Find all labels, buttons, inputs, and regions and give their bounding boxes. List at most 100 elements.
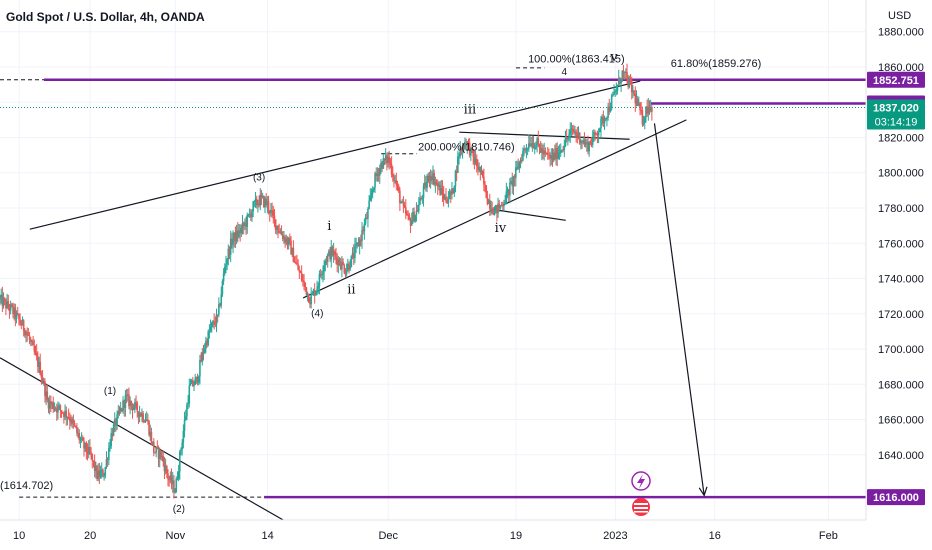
wave-annotations: 100.00%(1863.415)4 61.80%(1859.276) 200.00…: [0, 50, 761, 515]
candle-body: [13, 307, 15, 314]
candle-body: [96, 466, 98, 479]
candle-body: [638, 103, 640, 106]
candle-body: [125, 395, 128, 397]
candle-body: [294, 262, 297, 264]
candle-body: [458, 156, 460, 158]
candle-body: [71, 419, 73, 424]
annotation-label: 100.00%(1863.415): [528, 54, 625, 66]
candle-body: [251, 211, 253, 218]
candle-body: [619, 78, 621, 84]
candle-body: [395, 180, 398, 185]
candle-body: [160, 450, 162, 458]
candle-body: [266, 201, 269, 206]
candle-body: [156, 447, 159, 449]
candle-body: [208, 331, 211, 333]
candle-body: [529, 143, 531, 147]
candle-body: [569, 130, 572, 135]
chart-title: Gold Spot / U.S. Dollar, 4h, OANDA: [6, 10, 205, 24]
annotation-label: (3): [253, 173, 265, 184]
candle-body: [52, 402, 55, 409]
candle-body: [500, 205, 503, 207]
candle-body: [272, 210, 275, 216]
annotation-label: (4): [311, 308, 323, 319]
candle-body: [315, 291, 317, 296]
candle-body: [313, 290, 316, 296]
candle-body: [212, 321, 214, 323]
candle-body: [74, 425, 77, 428]
candle-body: [232, 239, 234, 245]
candle-body: [155, 447, 157, 453]
candle-body: [91, 454, 94, 461]
candle-body: [391, 174, 394, 177]
candle-body: [488, 200, 491, 209]
y-tick-label: 1820.000: [878, 132, 924, 144]
candle-body: [90, 452, 92, 455]
candle-body: [270, 210, 272, 214]
candle-body: [112, 424, 115, 436]
candle-body: [537, 138, 540, 144]
candle-body: [326, 254, 329, 262]
candle-body: [550, 155, 553, 159]
candle-body: [126, 394, 129, 396]
candle-body: [335, 254, 337, 259]
candle-body: [289, 238, 291, 241]
candle-body: [169, 475, 172, 480]
candle-body: [0, 294, 2, 298]
candle-body: [47, 399, 50, 409]
candle-body: [577, 132, 580, 137]
candle-body: [377, 173, 380, 176]
candle-body: [578, 132, 581, 144]
candle-body: [607, 106, 609, 118]
candle-body: [116, 414, 118, 426]
candle-body: [642, 122, 645, 125]
candle-body: [130, 400, 133, 405]
candle-body: [108, 447, 110, 460]
candle-body: [594, 132, 596, 134]
candle-body: [464, 143, 466, 149]
candle-body: [195, 376, 198, 379]
candle-body: [582, 140, 585, 143]
candle-body: [561, 149, 563, 151]
candle-body: [435, 182, 438, 184]
candle-body: [283, 237, 285, 240]
lightning-alert-icon[interactable]: [631, 471, 651, 491]
candle-body: [478, 166, 480, 170]
x-tick-label: 14: [261, 530, 273, 542]
candle-body: [118, 410, 121, 412]
candle-body: [147, 419, 149, 422]
us-flag-event-icon[interactable]: [632, 498, 650, 516]
candle-body: [461, 145, 464, 151]
candle-body: [336, 258, 338, 266]
candle-body: [484, 184, 486, 186]
candle-body: [320, 274, 323, 276]
candle-body: [604, 118, 607, 120]
candle-body: [219, 304, 221, 306]
candle-body: [345, 270, 348, 275]
candle-body: [441, 188, 444, 194]
candle-body: [576, 134, 579, 137]
candle-body: [123, 400, 126, 409]
candle-body: [175, 478, 178, 493]
projection-arrow: [653, 123, 705, 496]
candle-body: [193, 384, 195, 387]
wave-4-line: [459, 131, 630, 140]
candle-body: [214, 323, 217, 325]
candle-body: [413, 211, 415, 222]
candle-body: [595, 133, 598, 135]
candle-body: [325, 261, 328, 263]
candle-body: [401, 201, 404, 203]
candle-body: [93, 461, 96, 471]
candle-body: [61, 412, 64, 414]
price-label-text: 1837.020: [873, 102, 919, 114]
candle-body: [376, 173, 379, 176]
candle-body: [246, 214, 249, 227]
candle-body: [369, 196, 372, 201]
candle-body: [386, 155, 388, 163]
candle-body: [201, 351, 204, 362]
annotation-label: 4: [562, 67, 568, 78]
candle-body: [410, 220, 413, 226]
candle-body: [344, 272, 347, 275]
candle-body: [583, 140, 586, 145]
candle-body: [445, 196, 447, 202]
